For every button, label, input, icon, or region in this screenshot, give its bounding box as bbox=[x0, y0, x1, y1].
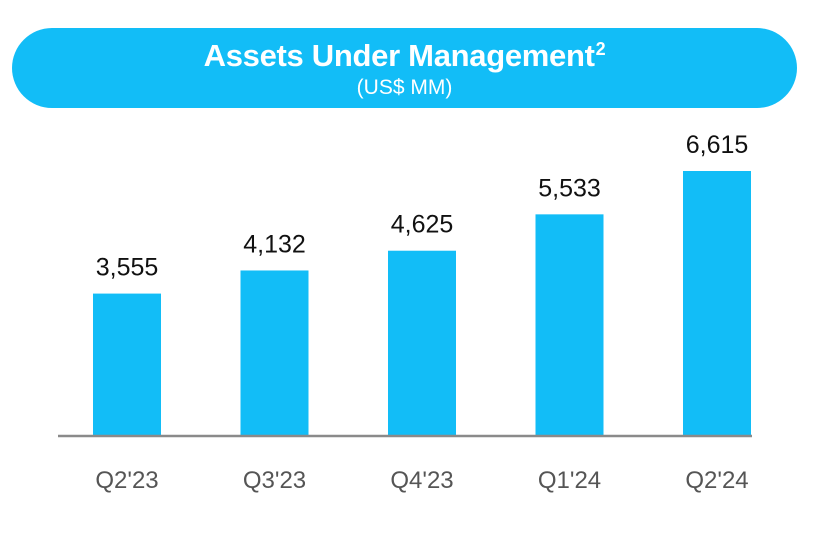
data-label: 4,625 bbox=[391, 211, 454, 239]
bar-q423 bbox=[388, 250, 456, 436]
chart-title-banner: Assets Under Management2 (US$ MM) bbox=[12, 28, 797, 108]
data-label: 6,615 bbox=[686, 131, 749, 159]
bar-q323 bbox=[240, 270, 309, 436]
x-tick-label: Q2'24 bbox=[685, 467, 748, 494]
data-label: 5,533 bbox=[538, 174, 601, 202]
x-tick-label: Q2'23 bbox=[95, 467, 158, 494]
chart-title-text: Assets Under Management bbox=[203, 38, 595, 73]
bars-layer bbox=[93, 171, 751, 436]
labels-layer: 3,555 Q2'23 4,132 Q3'23 4,625 Q4'23 5,533 Q1'24… bbox=[95, 131, 748, 494]
bar-q223 bbox=[93, 293, 161, 436]
chart-subtitle: (US$ MM) bbox=[356, 76, 453, 99]
data-label: 3,555 bbox=[96, 254, 159, 282]
x-tick-label: Q1'24 bbox=[538, 467, 601, 494]
bar-q224 bbox=[683, 171, 751, 436]
chart-title: Assets Under Management2 bbox=[12, 38, 797, 74]
data-label: 4,132 bbox=[243, 230, 306, 258]
x-tick-label: Q3'23 bbox=[243, 467, 306, 494]
x-tick-label: Q4'23 bbox=[390, 467, 453, 494]
chart-title-superscript: 2 bbox=[595, 38, 606, 59]
bar-q124 bbox=[535, 214, 604, 436]
